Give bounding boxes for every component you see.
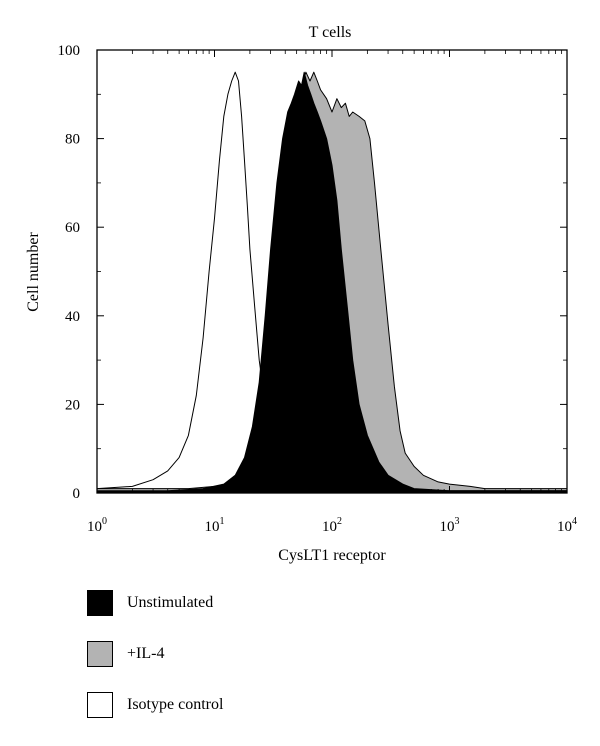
legend-item-isotype-control: Isotype control <box>87 692 387 718</box>
x-axis: 100 101 102 103 104 <box>87 50 577 535</box>
x-tick-label-4: 104 <box>557 516 577 535</box>
legend-swatch-unstimulated <box>87 590 113 616</box>
x-tick-label-1: 101 <box>205 516 225 535</box>
legend-label-isotype-control: Isotype control <box>127 696 224 713</box>
chart-title: T cells <box>309 24 352 41</box>
legend: Unstimulated +IL-4 Isotype control <box>87 590 387 743</box>
y-tick-label-0: 0 <box>73 486 81 502</box>
series-layer <box>96 71 568 494</box>
legend-label-unstimulated: Unstimulated <box>127 594 214 611</box>
y-tick-label-60: 60 <box>65 220 80 236</box>
legend-label-il4: +IL-4 <box>127 645 165 662</box>
x-tick-label-2: 102 <box>322 516 342 535</box>
x-tick-label-3: 103 <box>440 516 460 535</box>
legend-swatch-il4 <box>87 641 113 667</box>
legend-item-il4: +IL-4 <box>87 641 387 667</box>
series-unstimulated <box>96 71 568 494</box>
y-tick-label-20: 20 <box>65 397 80 413</box>
y-axis: 0 20 40 60 80 100 <box>58 43 567 502</box>
histogram-chart: T cells 100 101 102 103 104 0 20 40 60 80 100 Cys… <box>25 24 577 564</box>
y-axis-label: Cell number <box>25 232 42 312</box>
legend-item-unstimulated: Unstimulated <box>87 590 387 616</box>
y-tick-label-80: 80 <box>65 132 80 148</box>
y-tick-label-100: 100 <box>58 43 81 59</box>
legend-swatch-isotype-control <box>87 692 113 718</box>
x-tick-label-0: 100 <box>87 516 107 535</box>
y-tick-label-40: 40 <box>65 309 80 325</box>
series-isotype-control <box>96 71 568 494</box>
x-axis-label: CysLT1 receptor <box>278 547 386 564</box>
